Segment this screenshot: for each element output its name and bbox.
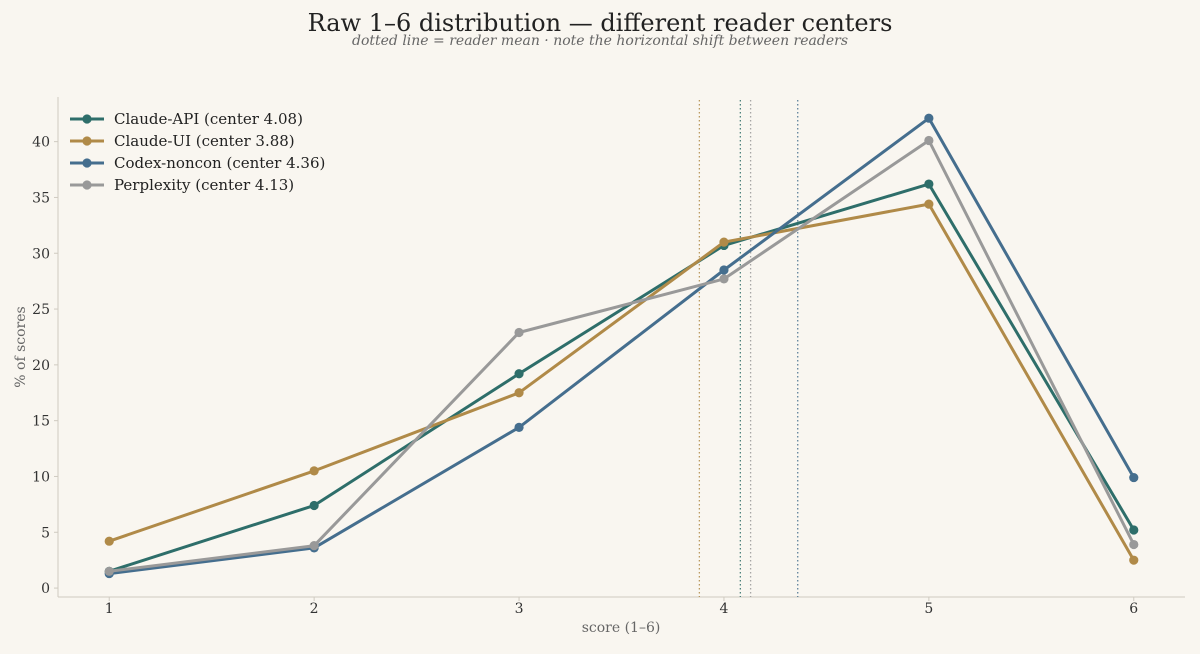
data-point: [719, 274, 729, 284]
x-tick-label: 3: [515, 601, 524, 617]
series-line: [108, 202, 1136, 561]
x-tick-label: 2: [310, 601, 319, 617]
legend-item: Perplexity (center 4.13): [70, 176, 294, 194]
data-point: [719, 265, 729, 275]
x-tick-label: 1: [105, 601, 114, 617]
series-layer: [104, 113, 1139, 579]
data-point: [924, 199, 934, 209]
data-point: [104, 536, 114, 546]
legend-label: Codex-noncon (center 4.36): [114, 154, 325, 172]
x-ticks: 1 2 3 4 5 6: [105, 597, 1138, 617]
series-group: [104, 179, 1139, 576]
legend-marker: [82, 180, 92, 190]
series-line: [109, 139, 1136, 573]
y-tick-label: 40: [32, 135, 50, 151]
y-tick-label: 15: [32, 414, 50, 430]
y-tick-label: 20: [32, 358, 50, 374]
data-point: [1129, 472, 1139, 483]
x-axis-label: score (1–6): [582, 620, 661, 636]
legend-label: Perplexity (center 4.13): [114, 176, 294, 194]
data-point: [1129, 555, 1139, 565]
chart-subtitle: dotted line = reader mean · note the hor…: [352, 33, 848, 49]
x-tick-label: 4: [719, 601, 728, 617]
data-point: [309, 541, 319, 551]
series-line: [109, 116, 1136, 576]
data-point: [309, 500, 319, 511]
legend-item: Codex-noncon (center 4.36): [70, 154, 325, 172]
x-tick-label: 5: [924, 601, 933, 617]
x-tick-label: 6: [1129, 601, 1138, 617]
legend-label: Claude-API (center 4.08): [114, 110, 303, 128]
legend-marker: [82, 158, 92, 168]
legend: Claude-API (center 4.08) Claude-UI (cente…: [70, 110, 325, 194]
y-tick-label: 10: [32, 469, 50, 485]
data-point: [924, 113, 934, 123]
legend-marker: [82, 114, 92, 124]
data-point: [719, 237, 729, 247]
legend-item: Claude-API (center 4.08): [70, 110, 303, 128]
data-point: [309, 466, 319, 476]
data-point: [514, 327, 524, 338]
data-point: [104, 566, 114, 576]
chart-title: Raw 1–6 distribution — different reader …: [308, 9, 893, 37]
data-point: [514, 369, 524, 379]
data-point: [1129, 525, 1139, 535]
axes: [57, 97, 1185, 598]
y-tick-label: 30: [32, 246, 50, 262]
data-point: [924, 135, 934, 146]
legend-marker: [82, 136, 92, 146]
y-tick-label: 5: [41, 525, 50, 541]
y-axis-label: % of scores: [13, 306, 29, 387]
y-tick-label: 0: [41, 581, 50, 597]
data-point: [514, 388, 524, 398]
center-lines: [698, 100, 799, 597]
series-group: [104, 199, 1139, 565]
legend-item: Claude-UI (center 3.88): [70, 132, 295, 150]
data-point: [924, 179, 934, 189]
y-ticks: 0 5 10 15 20 25 30 35 40: [32, 135, 58, 597]
legend-label: Claude-UI (center 3.88): [114, 132, 295, 150]
y-tick-label: 25: [32, 302, 50, 318]
data-point: [514, 422, 524, 432]
series-group: [104, 135, 1139, 576]
y-tick-label: 35: [32, 190, 50, 206]
series-line: [108, 182, 1136, 573]
data-point: [1129, 539, 1139, 550]
